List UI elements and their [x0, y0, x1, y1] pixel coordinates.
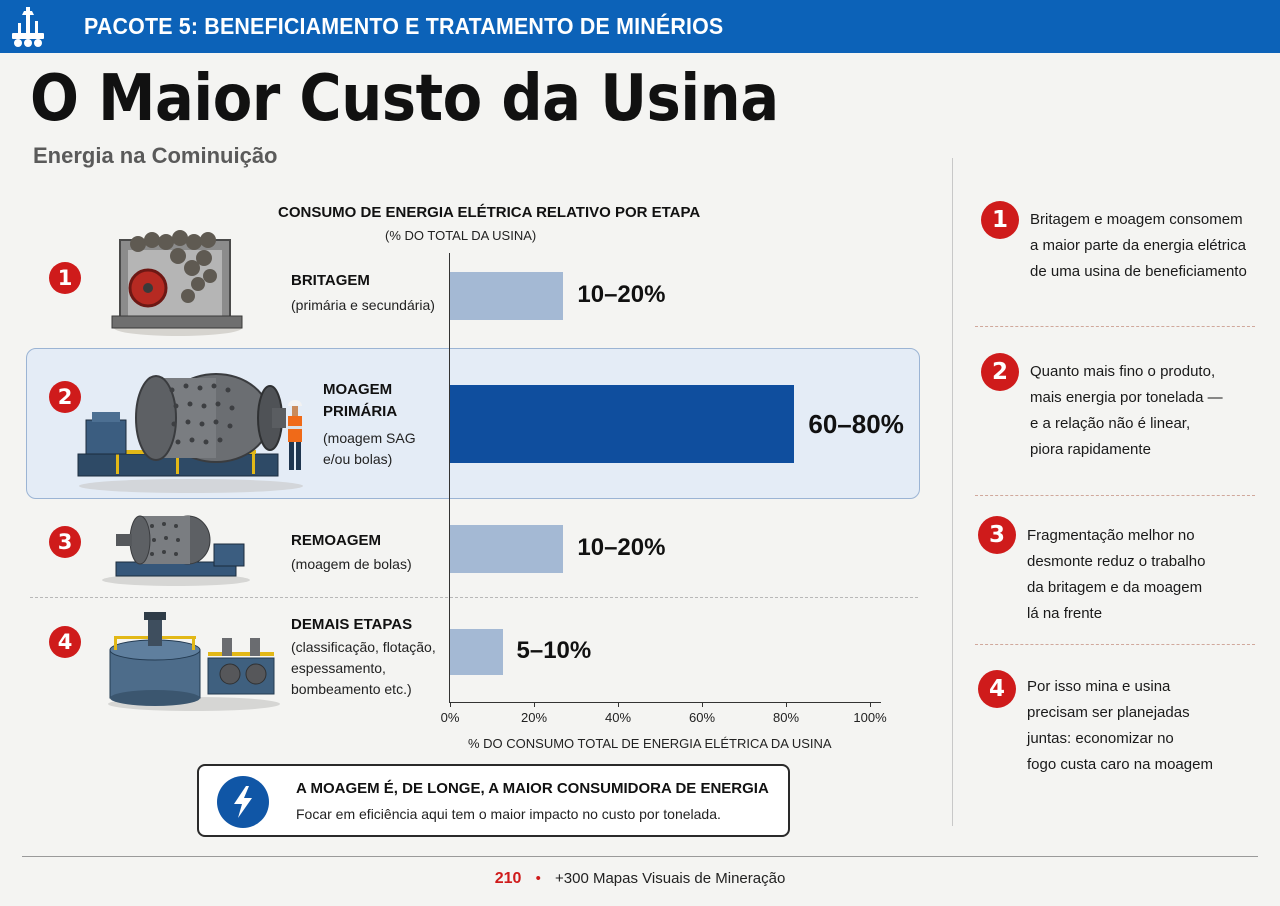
x-tick-label: 40% — [604, 710, 632, 725]
x-tick — [534, 702, 535, 707]
mining-rig-icon — [0, 0, 56, 53]
note-separator — [975, 326, 1255, 327]
y-axis-line — [449, 253, 450, 703]
page-subtitle: Energia na Cominuição — [33, 143, 278, 168]
stage-divider — [30, 597, 918, 598]
stage-number-badge: 3 — [49, 526, 81, 558]
bar-3 — [450, 525, 564, 573]
bar-value-label: 10–20% — [577, 534, 666, 561]
page-footer: 210 • +300 Mapas Visuais de Mineração — [0, 870, 1280, 888]
stage-name: DEMAIS ETAPAS — [291, 616, 413, 633]
stage-description: (moagem de bolas) — [291, 556, 412, 572]
page-number: 210 — [494, 870, 522, 887]
stage-description: (primária e secundária) — [291, 297, 435, 313]
footer-divider — [22, 856, 1258, 857]
x-axis-line — [449, 702, 881, 703]
footer-separator: • — [535, 870, 541, 887]
bar-4 — [450, 629, 503, 675]
x-tick-label: 100% — [853, 710, 887, 725]
thickener-pump-illustration — [104, 612, 284, 717]
column-divider — [952, 158, 953, 826]
chart-title: CONSUMO DE ENERGIA ELÉTRICA RELATIVO POR… — [278, 204, 701, 221]
page-title: O Maior Custo da Usina — [30, 62, 779, 136]
note-text: Fragmentação melhor no desmonte reduz o … — [1027, 527, 1206, 622]
x-tick-label: 80% — [772, 710, 800, 725]
stage-description: (classificação, flotação, espessamento, … — [291, 639, 436, 697]
jaw-crusher-illustration — [108, 228, 248, 343]
bar-value-label: 10–20% — [577, 281, 666, 308]
stage-number-badge: 1 — [49, 262, 81, 294]
bar-1 — [450, 272, 564, 320]
stage-number-badge: 2 — [49, 381, 81, 413]
note-separator — [975, 644, 1255, 645]
note-text: Por isso mina e usina precisam ser plane… — [1027, 678, 1213, 773]
note-text: Quanto mais fino o produto, mais energia… — [1030, 363, 1223, 458]
note-text: Britagem e moagem consomem a maior parte… — [1030, 211, 1247, 280]
bar-2 — [450, 385, 795, 463]
x-tick — [786, 702, 787, 707]
bar-value-label: 5–10% — [516, 637, 592, 664]
note-number-badge: 3 — [978, 516, 1016, 554]
note-number-badge: 2 — [981, 353, 1019, 391]
callout-text: Focar em eficiência aqui tem o maior imp… — [296, 806, 721, 822]
x-tick — [618, 702, 619, 707]
x-axis-label: % DO CONSUMO TOTAL DE ENERGIA ELÉTRICA D… — [468, 736, 832, 751]
x-tick-label: 20% — [520, 710, 548, 725]
x-tick-label: 60% — [688, 710, 716, 725]
sag-mill-illustration — [76, 366, 316, 499]
stage-name: REMOAGEM — [291, 532, 381, 549]
stage-description: (moagem SAG e/ou bolas) — [323, 430, 416, 467]
note-number-badge: 4 — [978, 670, 1016, 708]
ball-mill-illustration — [96, 510, 256, 591]
x-tick — [450, 702, 451, 707]
note-number-badge: 1 — [981, 201, 1019, 239]
x-tick — [702, 702, 703, 707]
note-separator — [975, 495, 1255, 496]
callout-title: A MOAGEM É, DE LONGE, A MAIOR CONSUMIDOR… — [296, 780, 769, 797]
book-title: +300 Mapas Visuais de Mineração — [555, 870, 786, 887]
lightning-bolt-icon — [217, 776, 269, 828]
package-title: PACOTE 5: BENEFICIAMENTO E TRATAMENTO DE… — [84, 13, 724, 39]
chart-subtitle: (% DO TOTAL DA USINA) — [385, 228, 537, 243]
stage-number-badge: 4 — [49, 626, 81, 658]
header-bar: PACOTE 5: BENEFICIAMENTO E TRATAMENTO DE… — [0, 0, 1280, 53]
key-insight-callout: A MOAGEM É, DE LONGE, A MAIOR CONSUMIDOR… — [197, 764, 790, 837]
x-tick-label: 0% — [440, 710, 460, 725]
bar-value-label: 60–80% — [808, 409, 904, 439]
stage-name: BRITAGEM — [291, 272, 370, 289]
stage-name: MOAGEM PRIMÁRIA — [323, 381, 398, 420]
x-tick — [870, 702, 871, 707]
